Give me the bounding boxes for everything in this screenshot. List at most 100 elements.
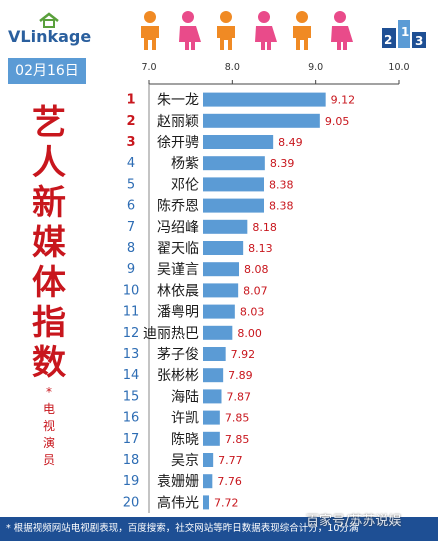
rank-label: 16 [123,411,140,426]
x-tick-label: 7.0 [141,62,156,73]
bar [203,177,264,192]
bar [203,156,265,171]
category-label: 邓伦 [171,177,199,193]
value-label: 8.03 [240,306,264,319]
category-label: 海陆 [171,389,199,405]
x-tick-label: 8.0 [225,62,240,73]
value-label: 7.85 [225,412,250,425]
value-label: 9.05 [325,115,350,128]
category-label: 吴谨言 [157,262,199,278]
rank-label: 3 [126,135,135,150]
person-orange-icon [293,11,311,50]
rank-label: 12 [123,326,140,341]
bar [203,347,226,361]
title-char: 体 [32,263,66,303]
bar [203,262,239,277]
rank-label: 18 [123,453,140,468]
category-label: 潘粤明 [157,305,199,321]
x-tick-label: 10.0 [388,62,409,73]
rank-label: 4 [127,156,135,171]
x-tick-label: 9.0 [308,62,323,73]
value-label: 9.12 [331,94,356,107]
bar [203,219,248,234]
category-label: 陈乔恩 [157,198,199,215]
title-char: 新 [32,183,66,223]
category-label: 徐开骋 [157,135,199,151]
vertical-title: 艺 人 新 媒 体 指 数 [24,103,74,383]
category-label: 许凯 [171,411,199,427]
category-label: 张彬彬 [157,368,199,384]
category-label: 高伟光 [157,494,199,511]
subtitle-char: 演 [42,436,55,450]
category-label: 吴京 [171,453,199,469]
title-char: 艺 [32,103,66,143]
title-char: 数 [32,343,66,383]
bar [203,474,213,489]
value-label: 8.38 [269,200,294,213]
bar [203,135,274,149]
category-label: 赵丽颖 [157,114,199,130]
rank-label: 9 [127,262,135,277]
bar [203,325,233,340]
rank-label: 6 [127,199,135,214]
footer-text: * 根据视频网站电视剧表现，百度搜索，社交网站等昨日数据表现综合计分，10分满 [6,523,359,534]
vertical-subtitle: * 电 视 演 员 [38,384,60,469]
svg-text:2: 2 [384,33,392,47]
bar [203,431,220,446]
rank-label: 2 [126,114,135,129]
svg-text:1: 1 [401,25,409,39]
bar [203,92,326,107]
category-label: 茅子俊 [157,347,199,363]
value-label: 8.13 [248,242,273,255]
subtitle-char: 电 [42,402,55,416]
rank-label: 7 [127,220,135,235]
category-label: 迪丽热巴 [143,326,199,342]
title-char: 人 [32,143,66,183]
value-label: 8.07 [243,284,268,297]
rank-label: 14 [123,368,140,383]
category-label: 朱一龙 [157,93,199,109]
value-label: 8.00 [237,327,261,340]
rank-label: 17 [123,432,140,447]
bar [203,283,239,298]
bar [203,304,235,319]
rank-label: 8 [127,241,135,256]
rank-label: 11 [123,305,140,320]
value-label: 7.92 [231,348,256,361]
footer-note: * 根据视频网站电视剧表现，百度搜索，社交网站等昨日数据表现综合计分，10分满 [0,517,438,541]
rank-label: 20 [123,495,140,510]
category-label: 杨紫 [171,156,199,172]
bar [203,113,320,128]
category-label: 陈晓 [171,431,199,448]
rank-label: 10 [123,283,140,298]
value-label: 7.89 [228,369,253,382]
rank-label: 15 [123,389,140,404]
value-label: 7.77 [218,454,243,467]
date-badge: 02月16日 [8,58,86,84]
bar [203,389,222,404]
bar [203,410,220,425]
person-pink-icon [179,11,201,50]
rank-label: 13 [123,347,140,362]
bar [203,495,209,510]
vlinkage-logo: VLinkage [8,12,104,48]
category-label: 袁姗姗 [157,474,199,490]
rank-label: 1 [126,93,135,108]
people-icons [141,11,353,50]
value-label: 8.49 [278,136,303,149]
subtitle-char: 视 [42,419,55,433]
value-label: 7.72 [214,496,239,509]
rank-label: 5 [127,177,135,192]
value-label: 8.39 [270,157,295,170]
house-logo-icon [39,12,59,28]
person-pink-icon [331,11,353,50]
subtitle-char: 员 [42,453,55,467]
subtitle-char: * [46,385,52,399]
bar [203,453,214,467]
bar [203,241,244,255]
value-label: 7.76 [217,475,242,488]
logo-text: VLinkage [8,27,92,46]
bar [203,368,224,383]
value-label: 7.85 [225,433,250,446]
